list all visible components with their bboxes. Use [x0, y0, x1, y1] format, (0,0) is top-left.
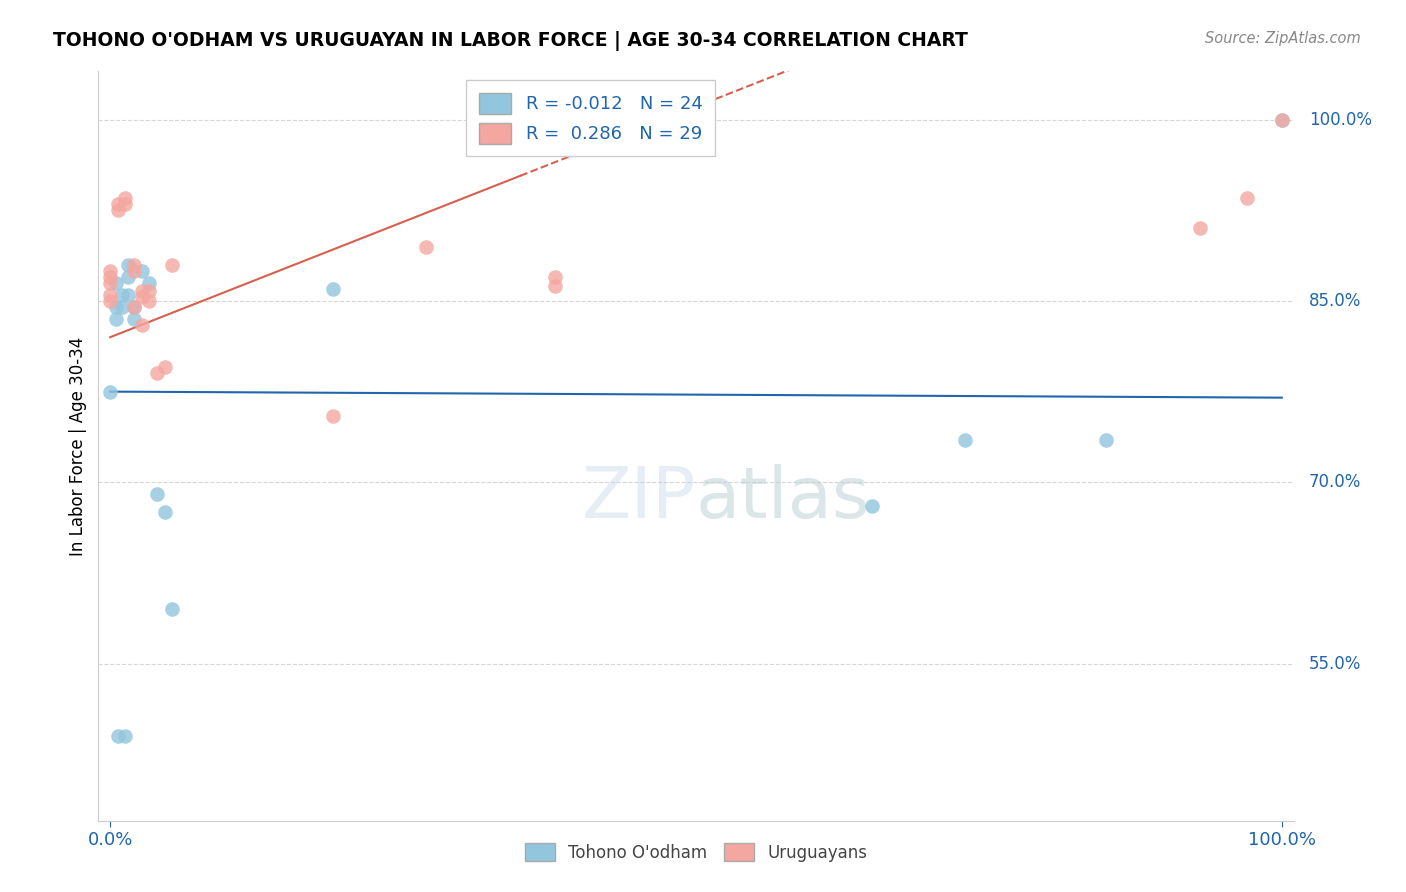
Point: [98, 288, 121, 302]
Point: [98, 269, 121, 284]
Point: [98, 293, 121, 308]
Text: TOHONO O'ODHAM VS URUGUAYAN IN LABOR FORCE | AGE 30-34 CORRELATION CHART: TOHONO O'ODHAM VS URUGUAYAN IN LABOR FOR…: [53, 31, 969, 51]
Point: [107, 203, 129, 218]
Point: [105, 300, 128, 314]
Point: [117, 269, 139, 284]
Point: [105, 312, 128, 326]
Point: [1095, 433, 1118, 447]
Point: [98, 384, 121, 399]
Point: [162, 602, 183, 616]
Point: [162, 258, 183, 272]
Point: [114, 191, 136, 205]
Point: [322, 282, 344, 296]
Point: [131, 285, 153, 299]
Point: [107, 729, 129, 743]
Point: [111, 300, 134, 314]
Point: [1188, 221, 1211, 235]
Point: [1271, 112, 1294, 127]
Point: [131, 264, 153, 278]
Point: [131, 318, 153, 333]
Point: [122, 312, 145, 326]
Point: [1271, 112, 1294, 127]
Point: [114, 197, 136, 211]
Point: [98, 276, 121, 290]
Text: ZIP: ZIP: [582, 464, 696, 533]
Text: 85.0%: 85.0%: [1309, 292, 1361, 310]
Point: [114, 729, 136, 743]
Point: [105, 276, 128, 290]
Point: [155, 506, 177, 520]
Point: [544, 279, 567, 293]
Text: 100.0%: 100.0%: [1309, 111, 1372, 128]
Point: [138, 276, 160, 290]
Point: [111, 288, 134, 302]
Point: [98, 264, 121, 278]
Text: 70.0%: 70.0%: [1309, 474, 1361, 491]
Point: [131, 290, 153, 304]
Point: [107, 197, 129, 211]
Point: [138, 285, 160, 299]
Legend: Tohono O'odham, Uruguayans: Tohono O'odham, Uruguayans: [517, 837, 875, 869]
Point: [1236, 191, 1258, 205]
Text: atlas: atlas: [696, 464, 870, 533]
Text: Source: ZipAtlas.com: Source: ZipAtlas.com: [1205, 31, 1361, 46]
Y-axis label: In Labor Force | Age 30-34: In Labor Force | Age 30-34: [69, 336, 87, 556]
Point: [860, 500, 883, 514]
Point: [117, 288, 139, 302]
Point: [415, 239, 437, 253]
Point: [146, 487, 169, 501]
Point: [146, 367, 169, 381]
Point: [955, 433, 977, 447]
Point: [155, 360, 177, 375]
Point: [122, 300, 145, 314]
Point: [117, 258, 139, 272]
Point: [544, 269, 567, 284]
Point: [122, 258, 145, 272]
Point: [138, 293, 160, 308]
Point: [322, 409, 344, 423]
Point: [122, 300, 145, 314]
Point: [122, 264, 145, 278]
Text: 55.0%: 55.0%: [1309, 655, 1361, 673]
